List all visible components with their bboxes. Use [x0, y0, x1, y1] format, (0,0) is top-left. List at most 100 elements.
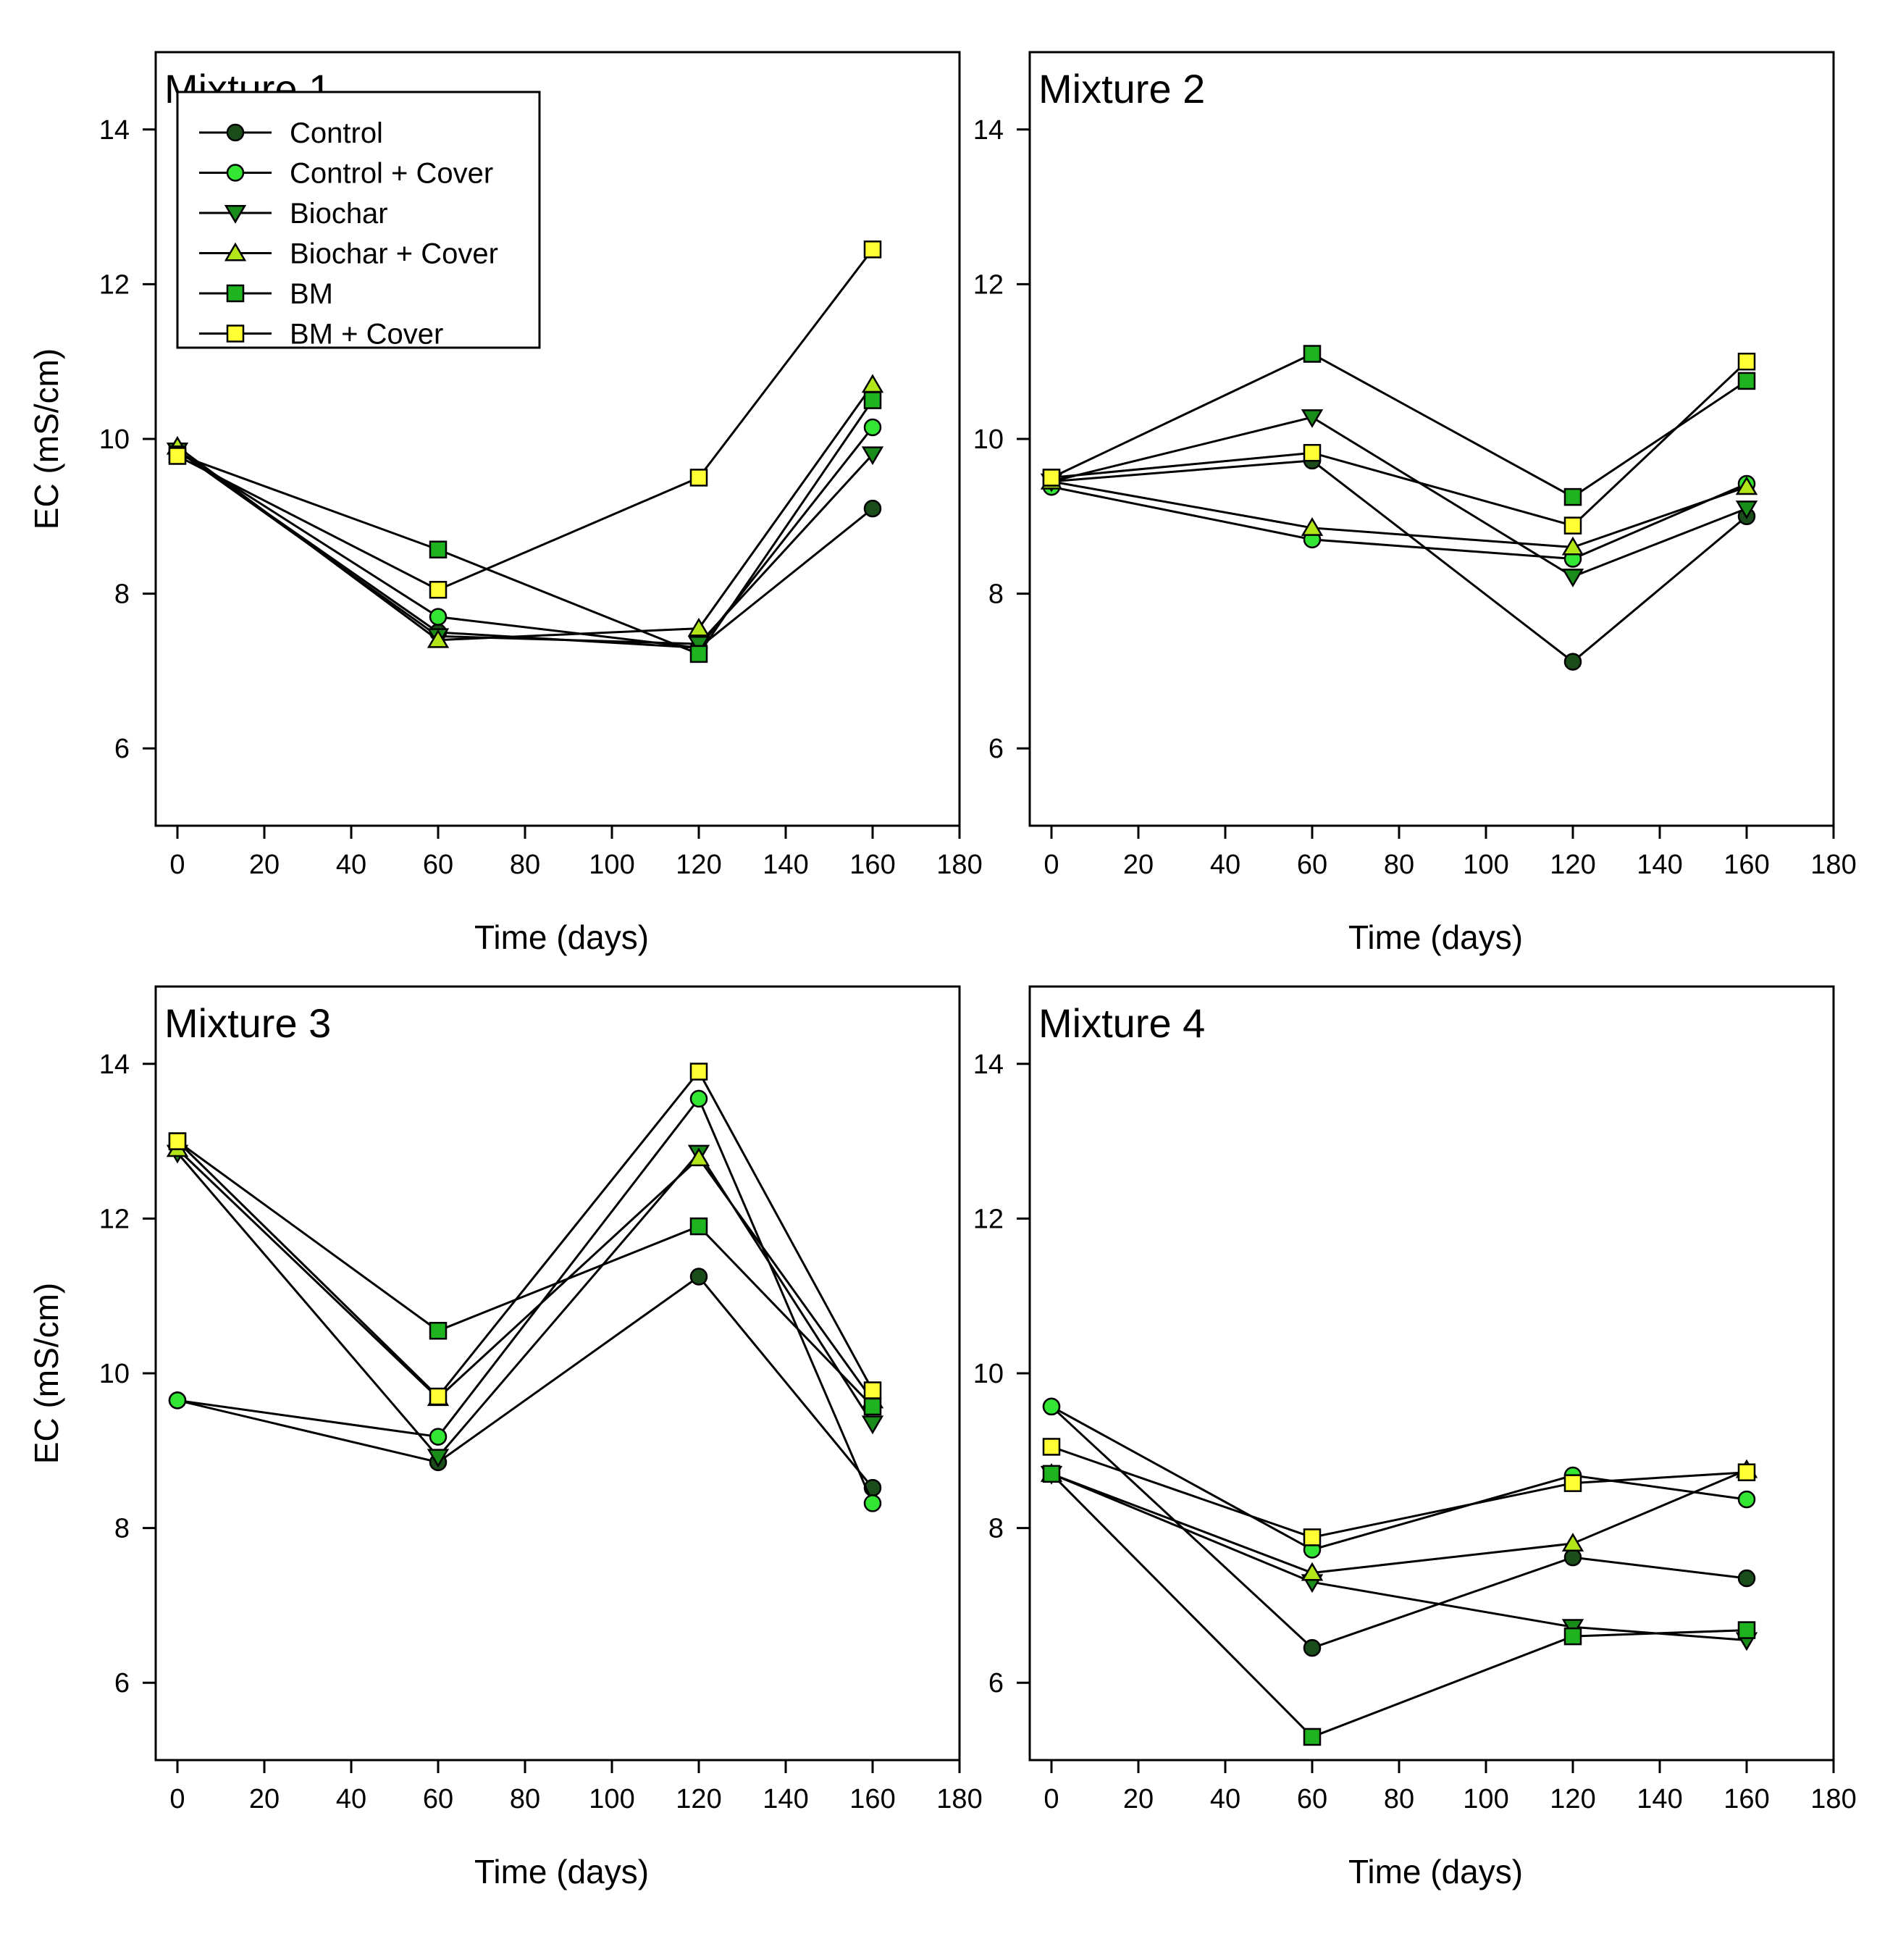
- data-point: [429, 540, 448, 558]
- legend-label: Biochar: [290, 198, 388, 230]
- series-line: [1051, 482, 1747, 561]
- data-point: [863, 1381, 882, 1399]
- legend-label: Control: [290, 117, 383, 149]
- x-tick-label: 0: [1044, 1784, 1059, 1814]
- legend-label: BM + Cover: [290, 319, 443, 351]
- series-line: [177, 399, 874, 656]
- data-point: [1301, 409, 1324, 428]
- series-bm-plus-cover: [168, 240, 882, 599]
- series-line: [177, 449, 874, 645]
- data-point: [863, 391, 882, 409]
- legend-item-control-plus-cover: Control + Cover: [199, 158, 493, 190]
- x-tick-label: 180: [1810, 1784, 1856, 1814]
- x-tick-label: 180: [936, 850, 982, 880]
- y-tick-label: 6: [114, 1668, 130, 1699]
- x-tick-label: 20: [1123, 1784, 1154, 1814]
- x-tick-label: 60: [1297, 1784, 1327, 1814]
- series-control: [168, 441, 882, 657]
- data-point: [1737, 1569, 1756, 1588]
- x-tick-label: 60: [1297, 850, 1327, 880]
- x-tick-label: 100: [589, 1784, 634, 1814]
- x-tick-label: 100: [1463, 850, 1508, 880]
- data-point: [863, 499, 882, 518]
- data-point: [1561, 1533, 1584, 1551]
- data-point: [1042, 469, 1061, 487]
- y-tick-label: 12: [99, 1204, 130, 1234]
- series-line: [1051, 416, 1747, 578]
- x-tick-label: 40: [1210, 1784, 1240, 1814]
- x-tick-label: 80: [510, 850, 540, 880]
- data-point: [689, 1089, 708, 1108]
- series-line: [177, 449, 873, 649]
- data-point: [1563, 1474, 1582, 1492]
- data-point: [863, 418, 882, 437]
- data-point: [168, 1132, 187, 1150]
- series-line: [1051, 480, 1747, 549]
- data-point: [1735, 476, 1758, 495]
- y-tick-label: 8: [988, 579, 1004, 610]
- data-point: [1303, 1638, 1322, 1657]
- legend-label: Biochar + Cover: [290, 238, 498, 270]
- legend-item-control: Control: [199, 117, 383, 149]
- data-point: [861, 446, 884, 466]
- chart-panel-4: 0 20 40 60 80 100 120 140 160 180 6 8 10 12 14 Mixture …: [973, 985, 1857, 1890]
- y-axis-label: EC (mS/cm): [28, 1283, 65, 1464]
- x-tick-label: 160: [1723, 1784, 1769, 1814]
- series-bm-plus-cover: [168, 1063, 882, 1406]
- chart-panel-3: 0 20 40 60 80 100 120 140 160 180 6 8 10 12 14 Mixture …: [28, 985, 983, 1890]
- y-tick-label: 10: [99, 1359, 130, 1389]
- legend-marker: [226, 164, 245, 182]
- x-tick-label: 20: [1123, 850, 1154, 880]
- data-point: [689, 1063, 708, 1081]
- x-tick-label: 140: [1637, 850, 1682, 880]
- data-point: [1737, 352, 1756, 371]
- data-point: [1042, 1438, 1061, 1456]
- legend-marker: [224, 205, 247, 224]
- x-tick-label: 120: [676, 1784, 721, 1814]
- series-line: [177, 248, 874, 591]
- data-point: [1737, 372, 1756, 390]
- data-point: [429, 1428, 448, 1446]
- y-tick-label: 14: [99, 1050, 130, 1080]
- data-point: [168, 447, 187, 465]
- data-point: [687, 617, 710, 637]
- x-tick-label: 180: [936, 1784, 982, 1814]
- data-point: [1301, 517, 1324, 536]
- series-line: [1051, 352, 1747, 498]
- series-biochar-plus-cover: [1040, 470, 1758, 556]
- legend-item-biochar-plus-cover: Biochar + Cover: [199, 238, 498, 270]
- y-tick-label: 12: [973, 1204, 1004, 1234]
- data-point: [1563, 1548, 1582, 1567]
- x-axis-label: Time (days): [474, 1853, 649, 1890]
- series-line: [177, 384, 874, 642]
- series-line: [1051, 361, 1748, 527]
- series-line: [176, 1151, 874, 1459]
- x-tick-label: 180: [1810, 850, 1856, 880]
- y-tick-label: 10: [973, 1359, 1004, 1389]
- data-point: [1563, 516, 1582, 535]
- series-bm-plus-cover: [1042, 1438, 1756, 1546]
- y-tick-label: 12: [973, 269, 1004, 300]
- legend-item-bm-plus-cover: BM + Cover: [199, 319, 443, 351]
- x-tick-label: 160: [849, 850, 895, 880]
- series-control-plus-cover: [168, 418, 882, 657]
- x-tick-label: 40: [336, 850, 366, 880]
- x-tick-label: 140: [1637, 1784, 1682, 1814]
- data-point: [1042, 1397, 1061, 1416]
- x-tick-label: 20: [249, 1784, 280, 1814]
- legend-marker: [226, 284, 245, 303]
- series-bm: [168, 391, 882, 663]
- y-tick-label: 10: [973, 424, 1004, 455]
- data-point: [1042, 1465, 1061, 1483]
- x-axis-label: Time (days): [1348, 918, 1523, 956]
- x-tick-label: 40: [1210, 850, 1240, 880]
- x-tick-label: 160: [849, 1784, 895, 1814]
- chart-title: Mixture 4: [1038, 1000, 1205, 1046]
- data-point: [1303, 1528, 1322, 1546]
- data-point: [689, 469, 708, 487]
- legend-item-biochar: Biochar: [199, 198, 388, 230]
- x-tick-label: 120: [676, 850, 721, 880]
- series-line: [177, 1275, 874, 1489]
- series-line: [1050, 1405, 1747, 1649]
